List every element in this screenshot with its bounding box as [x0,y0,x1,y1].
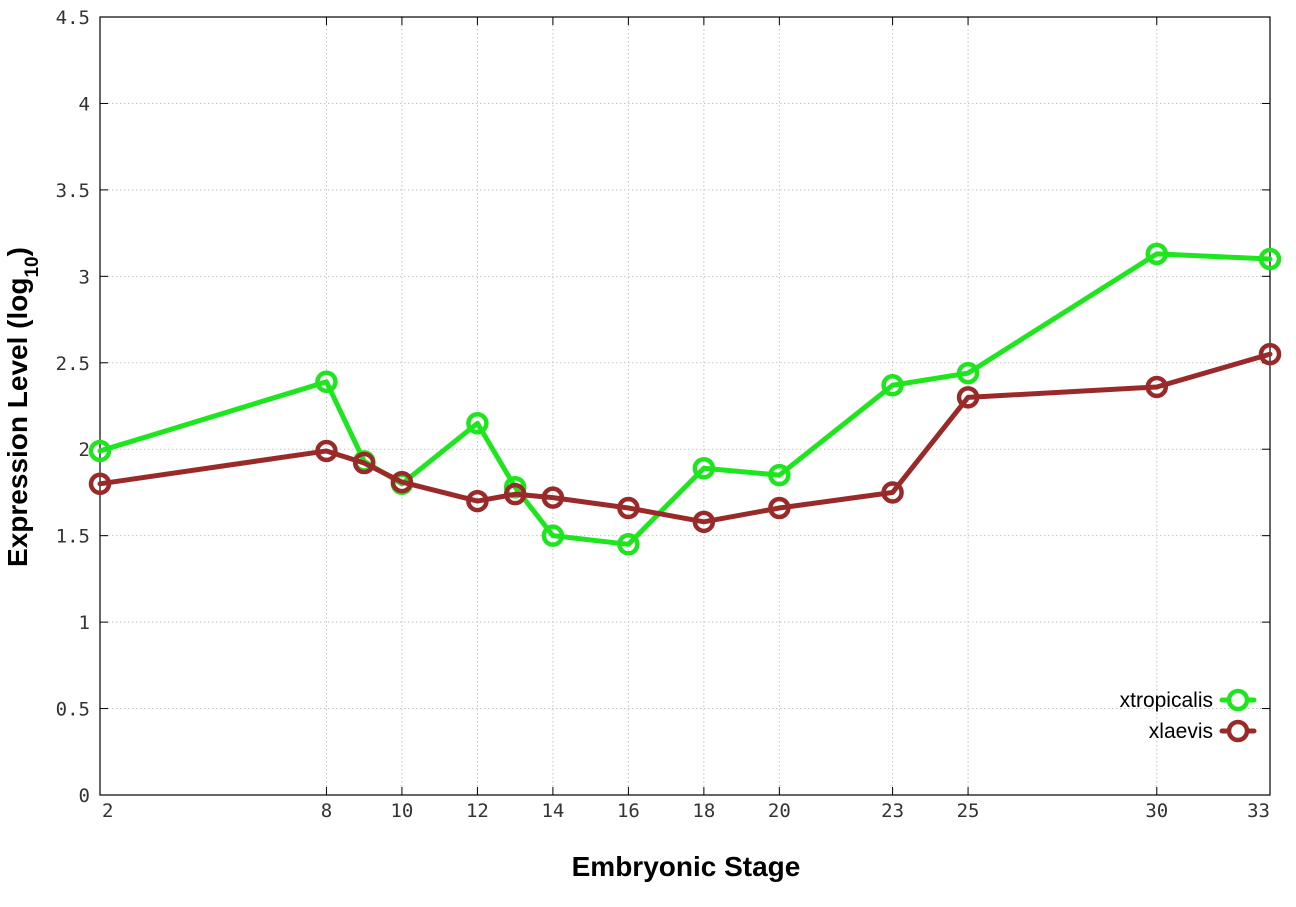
x-tick-label: 16 [617,800,640,822]
x-tick-label: 23 [881,800,904,822]
x-axis-title: Embryonic Stage [572,851,801,882]
data-point [390,470,414,494]
y-axis-title-main: Expression Level (log [2,278,33,567]
y-tick-label: 4.5 [56,7,90,29]
data-point [692,510,716,534]
legend-label: xtropicalis [1120,689,1213,712]
x-tick-label: 10 [390,800,413,822]
x-tick-label: 8 [321,800,332,822]
y-tick-label: 1 [79,612,90,634]
data-point [617,496,640,520]
data-point [881,374,904,397]
data-point [768,463,791,487]
y-tick-label: 0 [79,785,90,807]
data-point [541,524,565,547]
data-point [352,451,376,475]
legend-marker-swatch [1226,719,1250,743]
data-point [315,370,338,394]
x-tick-label: 33 [1247,800,1270,822]
y-tick-label: 0.5 [56,699,90,721]
y-tick-label: 3.5 [56,180,90,202]
y-axis-title: Expression Level (log10) [2,247,43,567]
data-point [768,496,791,520]
x-tick-label: 12 [466,800,489,822]
data-point [88,472,112,496]
x-tick-label: 18 [692,800,715,822]
y-tick-label: 2 [79,439,90,461]
legend-entry: xlaevis [1149,719,1257,743]
plot-frame [99,16,1271,796]
data-point [1145,242,1169,266]
series-xlaevis [88,342,1282,534]
data-point [466,489,489,513]
y-tick-label: 1.5 [56,526,90,548]
data-point [1145,375,1169,399]
data-point [692,456,716,480]
y-tick-labels: 0 0.5 1 1.5 2 2.5 3 3.5 4 4.5 [56,7,90,807]
data-point [956,361,980,385]
data-point [956,386,980,409]
legend-entry: xtropicalis [1120,688,1257,712]
data-point [541,486,565,509]
x-tick-label: 30 [1145,800,1168,822]
data-point [315,439,338,463]
legend: xtropicalis xlaevis [1120,688,1257,743]
x-tick-label: 20 [768,800,791,822]
data-point [881,481,904,504]
x-tick-label: 2 [102,800,113,822]
legend-marker-swatch [1226,688,1250,712]
y-axis-title-subscript: 10 [22,256,43,277]
x-tick-labels: 2 8 10 12 14 16 18 20 23 25 30 33 [102,800,1270,822]
axis-ticks [99,16,1271,796]
data-point [1258,342,1282,366]
x-tick-label: 25 [957,800,980,822]
data-point [88,439,112,463]
legend-label: xlaevis [1149,720,1213,743]
y-tick-label: 3 [79,266,90,288]
data-point [1258,247,1282,271]
series-layer [88,242,1282,556]
y-axis-title-close: ) [2,247,33,256]
data-point [617,533,640,556]
y-tick-label: 2.5 [56,353,90,375]
data-point [503,482,527,506]
y-tick-label: 4 [79,93,90,115]
x-tick-label: 14 [541,800,564,822]
data-point [466,412,489,435]
